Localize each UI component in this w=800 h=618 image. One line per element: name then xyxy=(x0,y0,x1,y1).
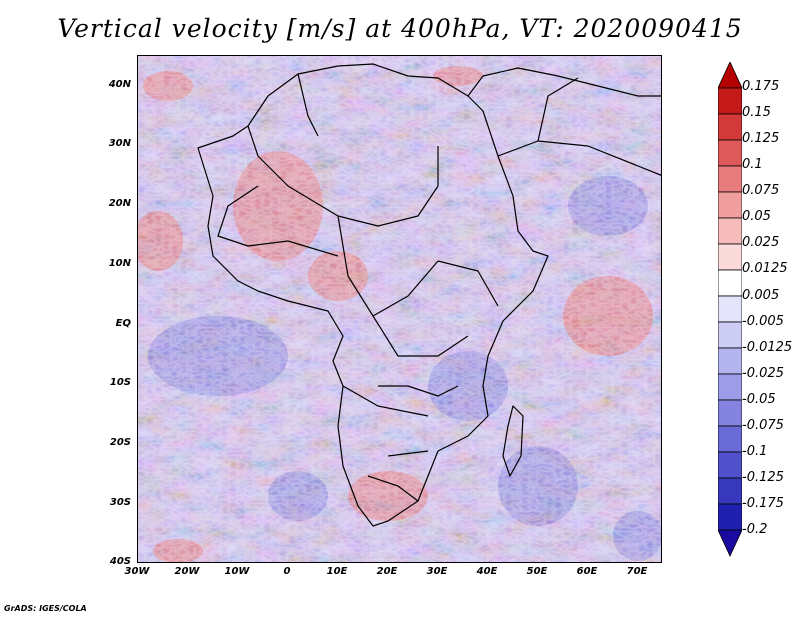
colorbar-label-10: -0.0125 xyxy=(742,340,793,355)
lon-label-50e: 50E xyxy=(526,566,548,577)
colorbar-label-6: 0.025 xyxy=(742,235,780,250)
colorbar-swatch-7 xyxy=(718,243,742,271)
lat-label-20n: 20N xyxy=(108,198,131,209)
lat-label-40n: 40N xyxy=(108,79,131,90)
lon-label-10e: 10E xyxy=(326,566,348,577)
lon-label-10w: 10W xyxy=(224,566,250,577)
colorbar-swatch-14 xyxy=(718,425,742,453)
colorbar-label-4: 0.075 xyxy=(742,183,780,198)
colorbar-swatch-10 xyxy=(718,321,742,349)
colorbar-label-9: -0.005 xyxy=(742,314,784,329)
colorbar-swatch-5 xyxy=(718,191,742,219)
colorbar-swatch-0 xyxy=(718,62,742,89)
colorbar-swatch-9 xyxy=(718,295,742,323)
colorbar-swatch-17 xyxy=(718,503,742,531)
lon-label-20w: 20W xyxy=(174,566,200,577)
colorbar-label-7: 0.0125 xyxy=(742,261,788,276)
plot-title: Vertical velocity [m/s] at 400hPa, VT: 2… xyxy=(57,14,743,43)
colorbar-swatch-2 xyxy=(718,113,742,141)
colorbar-swatch-4 xyxy=(718,165,742,193)
vertical-velocity-field xyxy=(138,56,661,562)
map-panel xyxy=(137,55,662,563)
lat-label-10n: 10N xyxy=(108,258,131,269)
colorbar-swatch-1 xyxy=(718,87,742,115)
lat-label-eq: EQ xyxy=(115,318,131,329)
lon-label-20e: 20E xyxy=(376,566,398,577)
colorbar-label-1: 0.15 xyxy=(742,105,771,120)
colorbar-label-11: -0.025 xyxy=(742,366,784,381)
lon-label-30e: 30E xyxy=(426,566,448,577)
colorbar-label-16: -0.175 xyxy=(742,496,784,511)
colorbar-swatch-13 xyxy=(718,399,742,427)
colorbar-swatch-6 xyxy=(718,217,742,245)
lat-label-30n: 30N xyxy=(108,138,131,149)
colorbar-label-8: 0.005 xyxy=(742,288,780,303)
coastlines-and-borders xyxy=(197,63,661,527)
lon-label-40e: 40E xyxy=(476,566,498,577)
lon-label-0: 0 xyxy=(283,566,291,577)
lon-label-60e: 60E xyxy=(576,566,598,577)
colorbar-label-15: -0.125 xyxy=(742,470,784,485)
lat-label-40s: 40S xyxy=(109,556,131,567)
colorbar-label-13: -0.075 xyxy=(742,418,784,433)
colorbar-swatch-8 xyxy=(718,269,742,297)
footer-credit: GrADS: IGES/COLA xyxy=(4,604,87,613)
colorbar-label-2: 0.125 xyxy=(742,131,780,146)
colorbar-label-0: 0.175 xyxy=(742,79,780,94)
lat-label-20s: 20S xyxy=(109,437,131,448)
colorbar-label-5: 0.05 xyxy=(742,209,771,224)
colorbar-swatch-3 xyxy=(718,139,742,167)
colorbar-swatch-11 xyxy=(718,347,742,375)
lat-label-30s: 30S xyxy=(109,497,131,508)
colorbar-label-14: -0.1 xyxy=(742,444,768,459)
colorbar-swatch-18 xyxy=(718,529,742,557)
colorbar-label-12: -0.05 xyxy=(742,392,776,407)
fine-structure xyxy=(138,56,661,562)
colorbar-swatch-12 xyxy=(718,373,742,401)
colorbar xyxy=(718,62,742,557)
lon-label-30w: 30W xyxy=(124,566,150,577)
colorbar-swatch-15 xyxy=(718,451,742,479)
lat-label-10s: 10S xyxy=(109,377,131,388)
colorbar-swatch-16 xyxy=(718,477,742,505)
colorbar-label-17: -0.2 xyxy=(742,522,768,537)
colorbar-label-3: 0.1 xyxy=(742,157,763,172)
lon-label-70e: 70E xyxy=(626,566,648,577)
